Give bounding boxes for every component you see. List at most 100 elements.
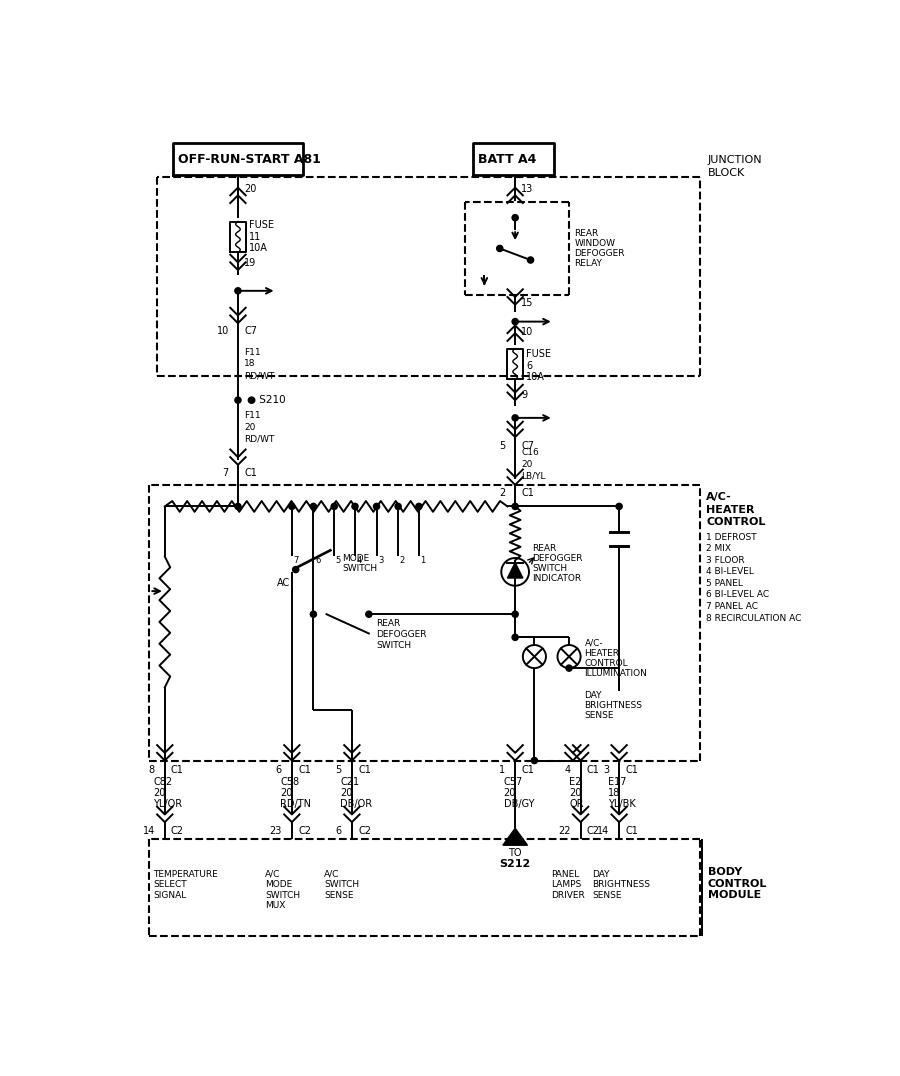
Text: 5: 5 [500,441,506,451]
Text: 2: 2 [400,556,405,565]
Circle shape [566,665,572,671]
Text: 18: 18 [608,788,620,798]
Text: REAR: REAR [376,619,400,628]
Text: 3: 3 [603,765,609,775]
Circle shape [235,397,241,404]
Circle shape [512,611,518,618]
Circle shape [310,611,317,618]
Circle shape [310,504,317,510]
Text: 9: 9 [521,390,527,400]
Text: 7 PANEL AC: 7 PANEL AC [706,601,758,611]
Text: DAY
BRIGHTNESS
SENSE: DAY BRIGHTNESS SENSE [592,869,650,900]
Text: 23: 23 [269,826,282,836]
Text: 4 BI-LEVEL: 4 BI-LEVEL [706,567,754,577]
Circle shape [395,504,401,510]
Text: C1: C1 [521,489,535,498]
Text: WINDOW: WINDOW [574,239,616,247]
Text: 4: 4 [356,556,362,565]
Text: 2 MIX: 2 MIX [706,544,731,553]
Text: A/C
SWITCH
SENSE: A/C SWITCH SENSE [324,869,359,900]
Text: SWITCH: SWITCH [342,564,377,574]
Text: C1: C1 [626,826,638,836]
Text: DB/OR: DB/OR [340,798,373,809]
Text: C2: C2 [171,826,184,836]
Text: C57: C57 [504,777,523,787]
Text: C1: C1 [171,765,184,775]
Text: F11: F11 [244,348,261,357]
Text: 4: 4 [564,765,571,775]
Text: 7: 7 [293,556,299,565]
Text: 15: 15 [521,298,534,308]
Text: 7: 7 [222,468,229,479]
Text: C1: C1 [298,765,310,775]
Text: C1: C1 [521,765,535,775]
Text: 20: 20 [280,788,292,798]
Text: 6: 6 [526,360,532,370]
Text: C82: C82 [153,777,173,787]
Text: A/C-: A/C- [584,639,603,648]
Text: BLOCK: BLOCK [707,168,745,178]
Text: ILLUMINATION: ILLUMINATION [584,669,647,678]
Text: YL/OR: YL/OR [153,798,183,809]
Text: S212: S212 [500,860,531,869]
Text: 10: 10 [521,327,534,337]
Text: 11: 11 [248,232,261,242]
Circle shape [374,504,380,510]
Text: TO: TO [508,848,522,858]
Text: RELAY: RELAY [574,258,602,268]
Circle shape [289,504,295,510]
Text: SENSE: SENSE [584,710,614,720]
Text: F11: F11 [244,411,261,420]
Text: RD/WT: RD/WT [244,434,274,443]
Text: LB/YL: LB/YL [521,471,545,480]
Circle shape [235,287,241,294]
Circle shape [512,214,518,221]
Text: C7: C7 [244,326,257,336]
Text: 8 RECIRCULATION AC: 8 RECIRCULATION AC [706,613,802,623]
Circle shape [331,504,338,510]
Text: DEFOGGER: DEFOGGER [532,554,582,563]
Text: PANEL
LAMPS
DRIVER: PANEL LAMPS DRIVER [552,869,585,900]
Text: 20: 20 [340,788,353,798]
Circle shape [365,611,372,618]
Text: 1 DEFROST: 1 DEFROST [706,533,757,541]
Text: 20: 20 [569,788,581,798]
Text: BRIGHTNESS: BRIGHTNESS [584,700,643,709]
Text: C58: C58 [280,777,300,787]
Text: C1: C1 [587,765,599,775]
Text: 14: 14 [142,826,155,836]
Polygon shape [508,563,523,578]
Text: 6 BI-LEVEL AC: 6 BI-LEVEL AC [706,591,770,599]
Text: C7: C7 [521,441,535,451]
Text: 3 FLOOR: 3 FLOOR [706,556,744,565]
Text: 13: 13 [521,184,534,194]
Text: CONTROL: CONTROL [707,879,767,889]
Text: DEFOGGER: DEFOGGER [376,629,428,639]
Text: C21: C21 [340,777,359,787]
Text: RD/TN: RD/TN [280,798,311,809]
Text: AC: AC [276,579,290,589]
Circle shape [497,245,503,252]
Text: REAR: REAR [532,544,556,553]
Text: 6: 6 [315,556,320,565]
Text: C1: C1 [358,765,371,775]
Text: BODY: BODY [707,867,742,877]
Text: REAR: REAR [574,228,599,238]
Circle shape [292,566,299,572]
Text: MODULE: MODULE [707,890,760,901]
Text: C1: C1 [244,468,257,479]
Text: C16: C16 [521,448,539,457]
Text: JUNCTION: JUNCTION [707,155,762,165]
Text: 20: 20 [244,184,256,194]
Text: 20: 20 [521,459,533,468]
Text: 18: 18 [244,359,256,368]
Text: INDICATOR: INDICATOR [532,575,581,583]
Text: YL/BK: YL/BK [608,798,635,809]
Text: TEMPERATURE
SELECT
SIGNAL: TEMPERATURE SELECT SIGNAL [153,869,218,900]
Text: 8: 8 [148,765,155,775]
Text: 5 PANEL: 5 PANEL [706,579,743,587]
Circle shape [512,504,518,510]
Text: FUSE: FUSE [526,349,551,359]
Text: C2: C2 [587,826,599,836]
Text: 1: 1 [499,765,505,775]
